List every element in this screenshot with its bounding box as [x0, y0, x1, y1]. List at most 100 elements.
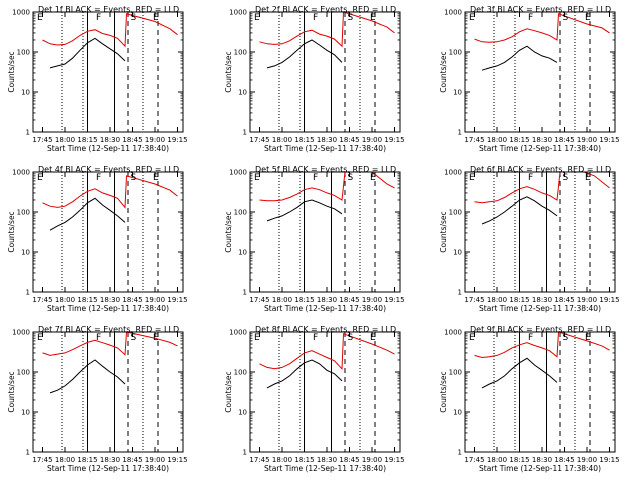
- plot-area: [259, 332, 395, 452]
- plot-frame: [464, 331, 616, 453]
- x-tick-label: 18:00: [55, 456, 75, 464]
- y-tick-label: 100: [449, 369, 462, 377]
- x-tick-label: 18:45: [554, 456, 574, 464]
- y-axis-label: Counts/sec: [7, 211, 16, 252]
- lld-series-line: [42, 13, 178, 48]
- y-tick-label: 1000: [444, 169, 462, 177]
- x-tick-label: 18:00: [55, 136, 75, 144]
- plot-area: [474, 332, 610, 452]
- y-tick-label: 10: [21, 249, 30, 257]
- x-tick-label: 18:15: [509, 456, 529, 464]
- plot-frame: [32, 11, 184, 133]
- panel-title: Det 2f BLACK = Events, RED = LLD: [255, 5, 396, 14]
- y-tick-label: 1000: [12, 169, 30, 177]
- events-series-line: [481, 45, 558, 71]
- x-tick-label: 19:15: [599, 296, 619, 304]
- y-tick-label: 10: [238, 89, 247, 97]
- interval-marker-label: E: [37, 333, 43, 343]
- interval-marker-label: E: [585, 173, 591, 183]
- x-tick-label: 18:30: [100, 136, 120, 144]
- events-series-line: [266, 359, 343, 389]
- x-tick-label: 19:15: [167, 296, 187, 304]
- x-tick-label: 18:45: [122, 136, 142, 144]
- y-tick-label: 1: [243, 129, 247, 137]
- y-tick-label: 10: [21, 409, 30, 417]
- x-tick-label: 18:30: [532, 296, 552, 304]
- interval-marker-label: F: [96, 173, 101, 183]
- interval-marker-label: S: [563, 333, 569, 343]
- x-tick-label: 18:45: [122, 296, 142, 304]
- x-axis-label: Start Time (12-Sep-11 17:38:40): [264, 304, 386, 313]
- y-axis-label: Counts/sec: [224, 211, 233, 252]
- x-tick-label: 18:45: [554, 296, 574, 304]
- interval-marker-label: E: [153, 173, 159, 183]
- y-tick-label: 1000: [12, 329, 30, 337]
- x-tick-label: 17:45: [464, 136, 484, 144]
- x-tick-label: 18:15: [77, 136, 97, 144]
- x-tick-label: 18:00: [487, 456, 507, 464]
- x-tick-label: 18:15: [294, 136, 314, 144]
- x-tick-label: 18:15: [77, 296, 97, 304]
- interval-marker-label: S: [348, 173, 354, 183]
- y-tick-label: 1: [458, 449, 462, 457]
- x-tick-label: 18:15: [77, 456, 97, 464]
- interval-marker-label: S: [563, 13, 569, 23]
- y-axis-label: Counts/sec: [439, 51, 448, 92]
- y-tick-label: 1: [458, 129, 462, 137]
- x-axis-label: Start Time (12-Sep-11 17:38:40): [264, 464, 386, 473]
- y-tick-label: 1000: [229, 329, 247, 337]
- panel-title: Det 5f BLACK = Events, RED = LLD: [255, 165, 396, 174]
- events-series-line: [266, 199, 343, 222]
- x-tick-label: 18:00: [272, 456, 292, 464]
- y-axis-label: Counts/sec: [439, 371, 448, 412]
- y-axis-label: Counts/sec: [224, 371, 233, 412]
- interval-marker-label: F: [528, 333, 533, 343]
- x-tick-label: 18:30: [532, 456, 552, 464]
- y-axis-label: Counts/sec: [439, 211, 448, 252]
- x-tick-label: 18:15: [509, 136, 529, 144]
- x-tick-label: 18:45: [122, 456, 142, 464]
- interval-marker-label: E: [370, 13, 376, 23]
- y-tick-label: 1000: [444, 329, 462, 337]
- interval-marker-label: F: [528, 173, 533, 183]
- x-tick-label: 18:00: [55, 296, 75, 304]
- interval-marker-label: E: [254, 173, 260, 183]
- panel-title: Det 9f BLACK = Events, RED = LLD: [470, 325, 611, 334]
- x-tick-label: 17:45: [464, 296, 484, 304]
- y-tick-label: 10: [453, 249, 462, 257]
- interval-marker-label: F: [313, 173, 318, 183]
- panel-title: Det 4f BLACK = Events, RED = LLD: [38, 165, 179, 174]
- y-tick-label: 10: [21, 89, 30, 97]
- interval-marker-label: F: [528, 13, 533, 23]
- x-tick-label: 19:15: [167, 136, 187, 144]
- x-tick-label: 19:00: [577, 456, 597, 464]
- interval-marker-label: E: [469, 333, 475, 343]
- y-tick-label: 100: [234, 369, 247, 377]
- interval-marker-label: E: [254, 333, 260, 343]
- x-tick-label: 18:00: [487, 296, 507, 304]
- plot-area: [259, 172, 395, 292]
- x-tick-label: 18:45: [339, 456, 359, 464]
- plot-area: [42, 172, 178, 292]
- y-axis-label: Counts/sec: [7, 51, 16, 92]
- events-series-line: [49, 197, 126, 231]
- x-tick-label: 19:00: [145, 456, 165, 464]
- x-tick-label: 18:00: [272, 296, 292, 304]
- plot-area: [474, 12, 610, 132]
- plot-frame: [32, 331, 184, 453]
- plot-frame: [464, 171, 616, 293]
- x-tick-label: 19:00: [145, 296, 165, 304]
- plot-area: [42, 12, 178, 132]
- y-tick-label: 100: [17, 209, 30, 217]
- y-tick-label: 1: [26, 449, 30, 457]
- lld-series-line: [42, 175, 178, 209]
- x-axis-label: Start Time (12-Sep-11 17:38:40): [264, 144, 386, 153]
- interval-marker-label: F: [313, 13, 318, 23]
- x-tick-label: 18:45: [339, 296, 359, 304]
- interval-marker-label: S: [131, 173, 137, 183]
- x-tick-label: 19:00: [362, 296, 382, 304]
